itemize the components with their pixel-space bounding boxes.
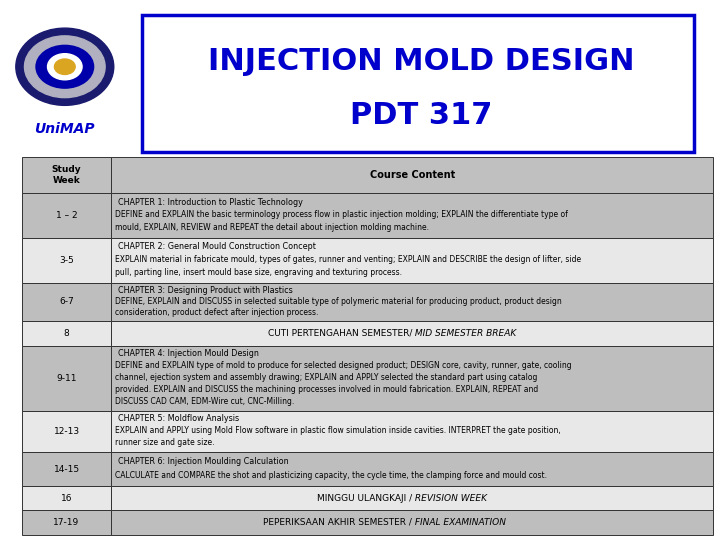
Bar bbox=[112, 282, 713, 321]
Bar bbox=[112, 346, 713, 410]
Text: CUTI PERTENGAHAN SEMESTER/: CUTI PERTENGAHAN SEMESTER/ bbox=[268, 329, 412, 338]
Text: pull, parting line, insert mould base size, engraving and texturing process.: pull, parting line, insert mould base si… bbox=[115, 268, 402, 277]
Text: EXPLAIN and APPLY using Mold Flow software in plastic flow simulation inside cav: EXPLAIN and APPLY using Mold Flow softwa… bbox=[115, 427, 561, 435]
Bar bbox=[22, 410, 112, 453]
Text: CHAPTER 1: Introduction to Plastic Technology: CHAPTER 1: Introduction to Plastic Techn… bbox=[118, 198, 303, 207]
Bar bbox=[112, 510, 713, 535]
Bar bbox=[22, 510, 112, 535]
Bar bbox=[112, 193, 713, 238]
Bar bbox=[112, 486, 713, 510]
Text: DEFINE and EXPLAIN type of mold to produce for selected designed product; DESIGN: DEFINE and EXPLAIN type of mold to produ… bbox=[115, 361, 572, 370]
Text: 12-13: 12-13 bbox=[53, 427, 80, 436]
Bar bbox=[112, 453, 713, 486]
Text: mould, EXPLAIN, REVIEW and REPEAT the detail about injection molding machine.: mould, EXPLAIN, REVIEW and REPEAT the de… bbox=[115, 223, 429, 232]
Bar bbox=[112, 410, 713, 453]
Text: DEFINE and EXPLAIN the basic terminology process flow in plastic injection moldi: DEFINE and EXPLAIN the basic terminology… bbox=[115, 211, 568, 219]
Bar bbox=[22, 453, 112, 486]
Text: CHAPTER 5: Moldflow Analysis: CHAPTER 5: Moldflow Analysis bbox=[118, 415, 240, 423]
Text: runner size and gate size.: runner size and gate size. bbox=[115, 438, 215, 447]
Text: CHAPTER 4: Injection Mould Design: CHAPTER 4: Injection Mould Design bbox=[118, 349, 259, 359]
Bar bbox=[22, 238, 112, 282]
Text: CHAPTER 3: Designing Product with Plastics: CHAPTER 3: Designing Product with Plasti… bbox=[118, 286, 293, 295]
Text: 8: 8 bbox=[63, 329, 69, 338]
Text: CHAPTER 2: General Mould Construction Concept: CHAPTER 2: General Mould Construction Co… bbox=[118, 242, 316, 251]
Text: 14-15: 14-15 bbox=[53, 464, 80, 474]
Bar bbox=[22, 486, 112, 510]
Text: 17-19: 17-19 bbox=[53, 518, 80, 527]
Ellipse shape bbox=[24, 36, 105, 98]
Text: UniMAP: UniMAP bbox=[35, 122, 95, 136]
Text: DISCUSS CAD CAM, EDM-Wire cut, CNC-Milling.: DISCUSS CAD CAM, EDM-Wire cut, CNC-Milli… bbox=[115, 397, 294, 406]
Text: consideration, product defect after injection process.: consideration, product defect after inje… bbox=[115, 308, 318, 317]
Text: 16: 16 bbox=[60, 494, 72, 503]
Text: provided. EXPLAIN and DISCUSS the machining processes involved in mould fabricat: provided. EXPLAIN and DISCUSS the machin… bbox=[115, 385, 538, 394]
Text: MINGGU ULANGKAJI /: MINGGU ULANGKAJI / bbox=[317, 494, 412, 503]
Text: PDT 317: PDT 317 bbox=[350, 102, 492, 130]
Ellipse shape bbox=[16, 28, 114, 105]
Bar bbox=[112, 157, 713, 193]
Bar bbox=[112, 238, 713, 282]
Text: CHAPTER 6: Injection Moulding Calculation: CHAPTER 6: Injection Moulding Calculatio… bbox=[118, 457, 289, 466]
Bar bbox=[22, 321, 112, 346]
Text: MID SEMESTER BREAK: MID SEMESTER BREAK bbox=[412, 329, 516, 338]
Text: EXPLAIN material in fabricate mould, types of gates, runner and venting; EXPLAIN: EXPLAIN material in fabricate mould, typ… bbox=[115, 255, 581, 264]
Text: FINAL EXAMINATION: FINAL EXAMINATION bbox=[412, 518, 506, 527]
Ellipse shape bbox=[55, 59, 75, 75]
Text: 9-11: 9-11 bbox=[56, 374, 77, 383]
Text: Study
Week: Study Week bbox=[52, 165, 81, 185]
Bar bbox=[22, 157, 112, 193]
FancyBboxPatch shape bbox=[143, 15, 694, 152]
Bar bbox=[22, 346, 112, 410]
Bar bbox=[22, 282, 112, 321]
Text: 1 – 2: 1 – 2 bbox=[55, 211, 77, 220]
Text: channel, ejection system and assembly drawing; EXPLAIN and APPLY selected the st: channel, ejection system and assembly dr… bbox=[115, 373, 537, 382]
Text: CALCULATE and COMPARE the shot and plasticizing capacity, the cycle time, the cl: CALCULATE and COMPARE the shot and plast… bbox=[115, 470, 547, 480]
Text: REVISION WEEK: REVISION WEEK bbox=[412, 494, 487, 503]
Text: DEFINE, EXPLAIN and DISCUSS in selected suitable type of polymeric material for : DEFINE, EXPLAIN and DISCUSS in selected … bbox=[115, 297, 562, 306]
Text: INJECTION MOLD DESIGN: INJECTION MOLD DESIGN bbox=[208, 48, 634, 76]
Ellipse shape bbox=[36, 45, 94, 88]
Bar bbox=[22, 193, 112, 238]
Bar bbox=[112, 321, 713, 346]
Text: 6-7: 6-7 bbox=[59, 298, 74, 306]
Text: 3-5: 3-5 bbox=[59, 256, 74, 265]
Text: Course Content: Course Content bbox=[369, 170, 455, 180]
Text: PEPERIKSAAN AKHIR SEMESTER /: PEPERIKSAAN AKHIR SEMESTER / bbox=[264, 518, 412, 527]
Ellipse shape bbox=[48, 53, 82, 80]
